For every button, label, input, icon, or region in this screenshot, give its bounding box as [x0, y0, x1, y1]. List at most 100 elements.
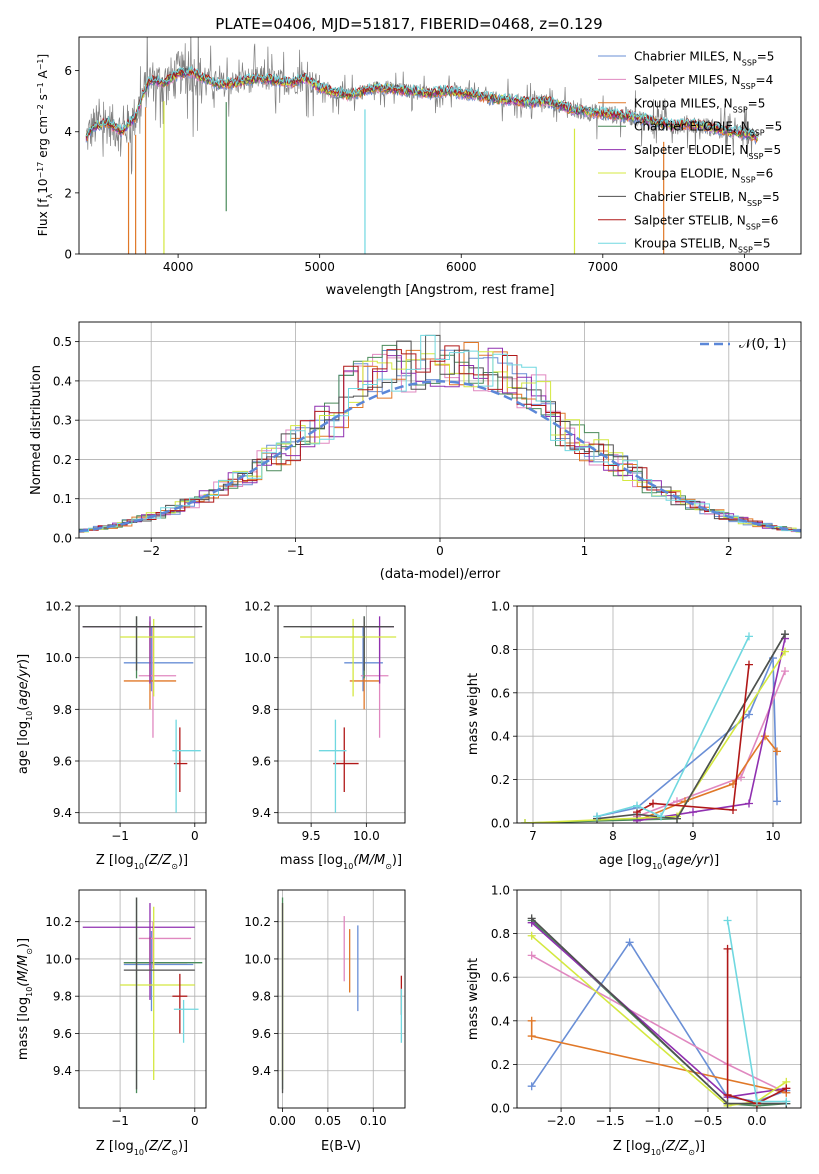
legend-label: Kroupa MILES, NSSP=5 — [634, 96, 765, 114]
weight-marker — [782, 1097, 791, 1106]
legend: Chabrier MILES, NSSP=5 Salpeter MILES, NS… — [598, 50, 782, 254]
data-point — [333, 727, 359, 792]
data-point — [172, 973, 188, 1034]
data-point — [300, 616, 391, 679]
weight-series — [596, 636, 750, 818]
data-point — [120, 618, 195, 697]
weight-marker — [729, 805, 737, 814]
y-tick-label: 0.0 — [491, 1102, 510, 1116]
x-tick-label: 4000 — [163, 260, 194, 274]
weight-series — [596, 657, 778, 818]
y-tick-label: 9.6 — [53, 1027, 72, 1041]
y-tick-label: 1.0 — [491, 600, 510, 614]
y-tick-label: 2 — [64, 186, 72, 200]
x-tick-label: 0.10 — [360, 1114, 387, 1128]
y-tick-label: 0 — [64, 248, 72, 262]
axes-frame — [78, 321, 802, 539]
y-tick-label: 10.0 — [45, 651, 72, 665]
y-tick-label: 10.2 — [45, 600, 72, 614]
x-tick-label: −1 — [111, 1114, 129, 1128]
x-axis-label: age [log10(age/yr)] — [599, 853, 719, 871]
y-tick-label: 9.6 — [252, 1027, 271, 1041]
weight-marker — [745, 710, 753, 719]
y-axis-label: age [log10(age/yr)] — [16, 654, 34, 774]
plot-area — [82, 616, 203, 813]
x-tick-label: −0.5 — [693, 1114, 722, 1128]
y-tick-label: 0.0 — [53, 532, 72, 546]
x-tick-label: 7 — [529, 829, 537, 843]
x-axis-label: Z [log10(Z/Z⊙)] — [96, 1139, 188, 1157]
y-axis-label: mass weight — [466, 958, 481, 1040]
weight-marker — [527, 1032, 536, 1041]
axes-age-vs-Z: −1 0 9.4 9.6 9.8 10.0 10.2 — [45, 600, 207, 843]
weight-marker — [781, 630, 789, 639]
weight-marker — [593, 812, 601, 821]
plot-area — [283, 616, 397, 813]
x-tick-label: 0 — [191, 1114, 199, 1128]
x-tick-label: 0 — [436, 544, 444, 558]
y-axis-label: Normed distribution — [29, 365, 44, 495]
x-tick-label: −1 — [287, 544, 305, 558]
y-tick-label: 0.1 — [53, 492, 72, 506]
x-axis-label: Z [log10(Z/Z⊙)] — [96, 853, 188, 871]
x-tick-label: 10 — [765, 829, 780, 843]
y-tick-label: 9.4 — [53, 1064, 72, 1078]
y-tick-label: 0.2 — [53, 453, 72, 467]
y-tick-label: 9.4 — [252, 1064, 271, 1078]
data-point — [138, 626, 177, 738]
y-tick-label: 0.4 — [53, 374, 72, 388]
axes-weight-vs-age: 7 8 9 10 0.0 0.2 0.4 0.6 0.8 1.0 — [491, 600, 802, 843]
weight-marker — [723, 916, 732, 925]
weight-marker — [773, 747, 781, 756]
weight-marker — [527, 951, 536, 960]
y-tick-label: 0.5 — [53, 335, 72, 349]
data-point — [283, 616, 394, 671]
y-tick-label: 0.2 — [491, 1058, 510, 1072]
y-axis-label: Flux [fλ10−17 erg cm−2 s−1 A−1] — [36, 54, 54, 236]
gridlines — [517, 889, 801, 1109]
weight-series — [636, 664, 750, 813]
weight-marker — [723, 944, 732, 953]
plot-area — [82, 897, 203, 1094]
legend-label: Salpeter ELODIE, NSSP=5 — [634, 143, 781, 161]
y-tick-label: 0.4 — [491, 730, 510, 744]
gridlines — [278, 605, 405, 823]
y-tick-label: 9.8 — [53, 703, 72, 717]
x-axis-label: Z [log10(Z/Z⊙)] — [613, 1139, 705, 1157]
weight-series — [596, 633, 786, 820]
x-tick-label: 6000 — [446, 260, 477, 274]
legend-label: Chabrier STELIB, NSSP=5 — [634, 190, 780, 208]
axes-frame — [277, 605, 406, 824]
weight-series — [524, 633, 786, 823]
weight-marker — [737, 773, 745, 782]
data-point — [300, 618, 397, 697]
data-point — [138, 921, 192, 969]
x-axis-label: wavelength [Angstrom, rest frame] — [326, 283, 555, 298]
y-tick-label: 10.2 — [244, 915, 271, 929]
model-spectrum — [85, 66, 759, 139]
axes-age-vs-mass: 9.5 10.0 9.4 9.6 9.8 10.0 10.2 — [244, 600, 406, 843]
axes-residuals: −2 −1 0 1 2 0.0 0.1 0.2 0.3 0.4 0.5 — [53, 321, 802, 558]
x-tick-label: 7000 — [588, 260, 619, 274]
y-axis-label: mass [log10(M/M⊙)] — [16, 938, 34, 1060]
plot-area — [521, 630, 789, 823]
y-tick-label: 10.0 — [244, 952, 271, 966]
x-tick-label: 10.0 — [353, 829, 380, 843]
axes-frame — [516, 889, 802, 1109]
y-tick-label: 0.3 — [53, 414, 72, 428]
weight-marker — [527, 1016, 536, 1025]
data-point — [360, 626, 389, 738]
x-tick-label: −2 — [142, 544, 160, 558]
weight-marker — [527, 914, 536, 923]
y-tick-label: 0.8 — [491, 643, 510, 657]
x-axis-label: (data-model)/error — [380, 567, 501, 582]
data-point — [123, 897, 195, 1090]
x-tick-label: −1 — [111, 829, 129, 843]
y-tick-label: 0.2 — [491, 773, 510, 787]
x-tick-label: 5000 — [304, 260, 335, 274]
chart-title: PLATE=0406, MJD=51817, FIBERID=0468, z=0… — [215, 15, 602, 33]
data-point — [173, 999, 199, 1043]
axes-frame — [78, 605, 207, 824]
plot-area — [527, 914, 791, 1108]
y-tick-label: 10.2 — [244, 600, 271, 614]
